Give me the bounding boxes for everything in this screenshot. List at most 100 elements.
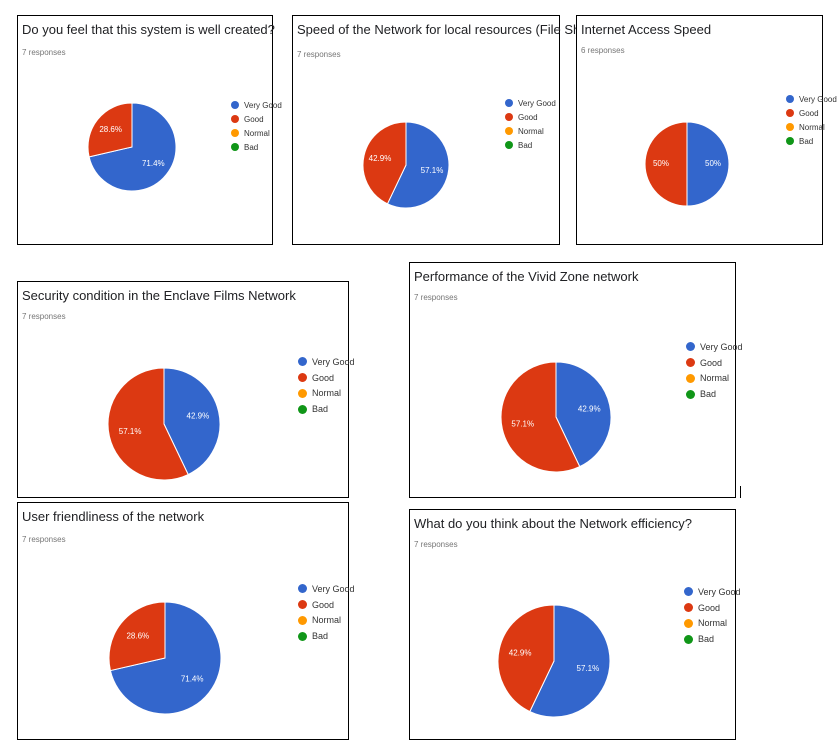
legend-label: Good [518, 112, 538, 122]
legend-dot [686, 358, 695, 368]
pie-chart: 71.4% 28.6% [87, 102, 177, 192]
pie-slice-label: 57.1% [421, 166, 444, 175]
legend-label: Normal [698, 618, 728, 629]
pie-slice-label: 42.9% [369, 154, 392, 163]
pie-chart: 57.1% 42.9% [497, 604, 611, 718]
legend-item-good: Good [298, 597, 355, 613]
chart-legend: Very Good Good Normal Bad [786, 92, 837, 148]
legend-dot [298, 600, 307, 610]
response-count: 7 responses [297, 50, 341, 59]
chart-title: User friendliness of the network [22, 509, 205, 524]
pie-slice-label: 28.6% [99, 125, 122, 134]
legend-label: Very Good [698, 586, 741, 597]
pie-slice-very-good [109, 601, 222, 715]
legend-item-normal: Normal [231, 126, 282, 140]
legend-dot [684, 634, 693, 644]
legend-label: Very Good [244, 100, 282, 110]
legend-dot [298, 615, 307, 625]
pie-chart: 57.1% 42.9% [362, 121, 450, 209]
legend-dot [298, 357, 307, 367]
pie-slice-very-good [163, 367, 221, 476]
pie-chart: 71.4% 28.6% [108, 601, 222, 715]
pie-slice-label: 50% [705, 159, 721, 168]
chart-legend: Very Good Good Normal Bad [298, 354, 355, 417]
response-count: 7 responses [22, 535, 66, 544]
pie-chart: 42.9% 57.1% [500, 361, 612, 473]
pie-slice-label: 71.4% [181, 675, 204, 684]
legend-item-bad: Bad [298, 401, 355, 417]
legend-label: Normal [312, 615, 342, 626]
legend-dot [231, 115, 239, 123]
legend-item-good: Good [686, 355, 743, 371]
pie-slice-label: 42.9% [187, 411, 210, 420]
legend-label: Good [698, 602, 721, 613]
legend-dot [786, 109, 794, 117]
legend-item-very-good: Very Good [684, 584, 741, 600]
pie-slice-good [497, 604, 555, 713]
legend-dot [686, 389, 695, 399]
chart-title: Do you feel that this system is well cre… [22, 22, 275, 37]
pie-slice-good [108, 601, 166, 672]
legend-dot [231, 101, 239, 109]
legend-dot [231, 129, 239, 137]
pie-chart: 42.9% 57.1% [107, 367, 221, 481]
response-count: 7 responses [414, 540, 458, 549]
pie-slice-label: 57.1% [577, 664, 600, 673]
legend-label: Bad [312, 631, 329, 642]
legend-item-good: Good [298, 370, 355, 386]
pie-slice-good [362, 121, 407, 205]
legend-dot [786, 95, 794, 103]
legend-item-bad: Bad [231, 140, 282, 154]
legend-dot [686, 342, 695, 352]
legend-item-normal: Normal [298, 386, 355, 402]
pie-slice-label: 57.1% [119, 427, 142, 436]
pie-slice-very-good [686, 121, 730, 207]
chart-panel-system-created: Do you feel that this system is well cre… [17, 15, 282, 245]
chart-title: Performance of the Vivid Zone network [414, 269, 639, 284]
legend-item-very-good: Very Good [231, 98, 282, 112]
pie-slice-label: 50% [653, 159, 669, 168]
pie-slice-very-good [386, 121, 450, 209]
legend-item-good: Good [786, 106, 837, 120]
legend-item-normal: Normal [686, 371, 743, 387]
legend-dot [786, 123, 794, 131]
pie-slice-very-good [88, 102, 177, 192]
legend-dot [786, 137, 794, 145]
legend-item-normal: Normal [505, 124, 556, 138]
legend-label: Very Good [312, 583, 355, 594]
legend-label: Bad [518, 140, 533, 150]
chart-title: Security condition in the Enclave Films … [22, 288, 296, 303]
legend-item-bad: Bad [505, 138, 556, 152]
pie-slice-label: 42.9% [578, 405, 601, 414]
chart-panel-internet-speed: Internet Access Speed 6 responses 50% 50%… [576, 15, 837, 245]
legend-item-bad: Bad [686, 386, 743, 402]
chart-title: Speed of the Network for local resources… [297, 22, 658, 37]
legend-dot [505, 113, 513, 121]
legend-item-bad: Bad [786, 134, 837, 148]
legend-label: Very Good [312, 356, 355, 367]
legend-item-good: Good [505, 110, 556, 124]
legend-dot [684, 587, 693, 597]
pie-slice-good [87, 102, 133, 158]
chart-title: What do you think about the Network effi… [414, 516, 692, 531]
pie-slice-good [107, 367, 189, 481]
legend-dot [505, 99, 513, 107]
legend-dot [298, 631, 307, 641]
legend-label: Normal [700, 373, 730, 384]
legend-item-bad: Bad [298, 628, 355, 644]
legend-item-normal: Normal [786, 120, 837, 134]
response-count: 7 responses [414, 293, 458, 302]
response-count: 7 responses [22, 48, 66, 57]
legend-item-normal: Normal [298, 613, 355, 629]
legend-dot [298, 584, 307, 594]
chart-panel-security: Security condition in the Enclave Films … [17, 281, 355, 498]
legend-label: Very Good [518, 98, 556, 108]
legend-label: Good [312, 372, 335, 383]
pie-slice-good [644, 121, 688, 207]
chart-panel-efficiency: What do you think about the Network effi… [409, 509, 741, 740]
legend-dot [298, 404, 307, 414]
response-count: 6 responses [581, 46, 625, 55]
chart-panel-performance: Performance of the Vivid Zone network 7 … [409, 262, 743, 498]
legend-item-very-good: Very Good [686, 339, 743, 355]
legend-label: Good [799, 108, 819, 118]
